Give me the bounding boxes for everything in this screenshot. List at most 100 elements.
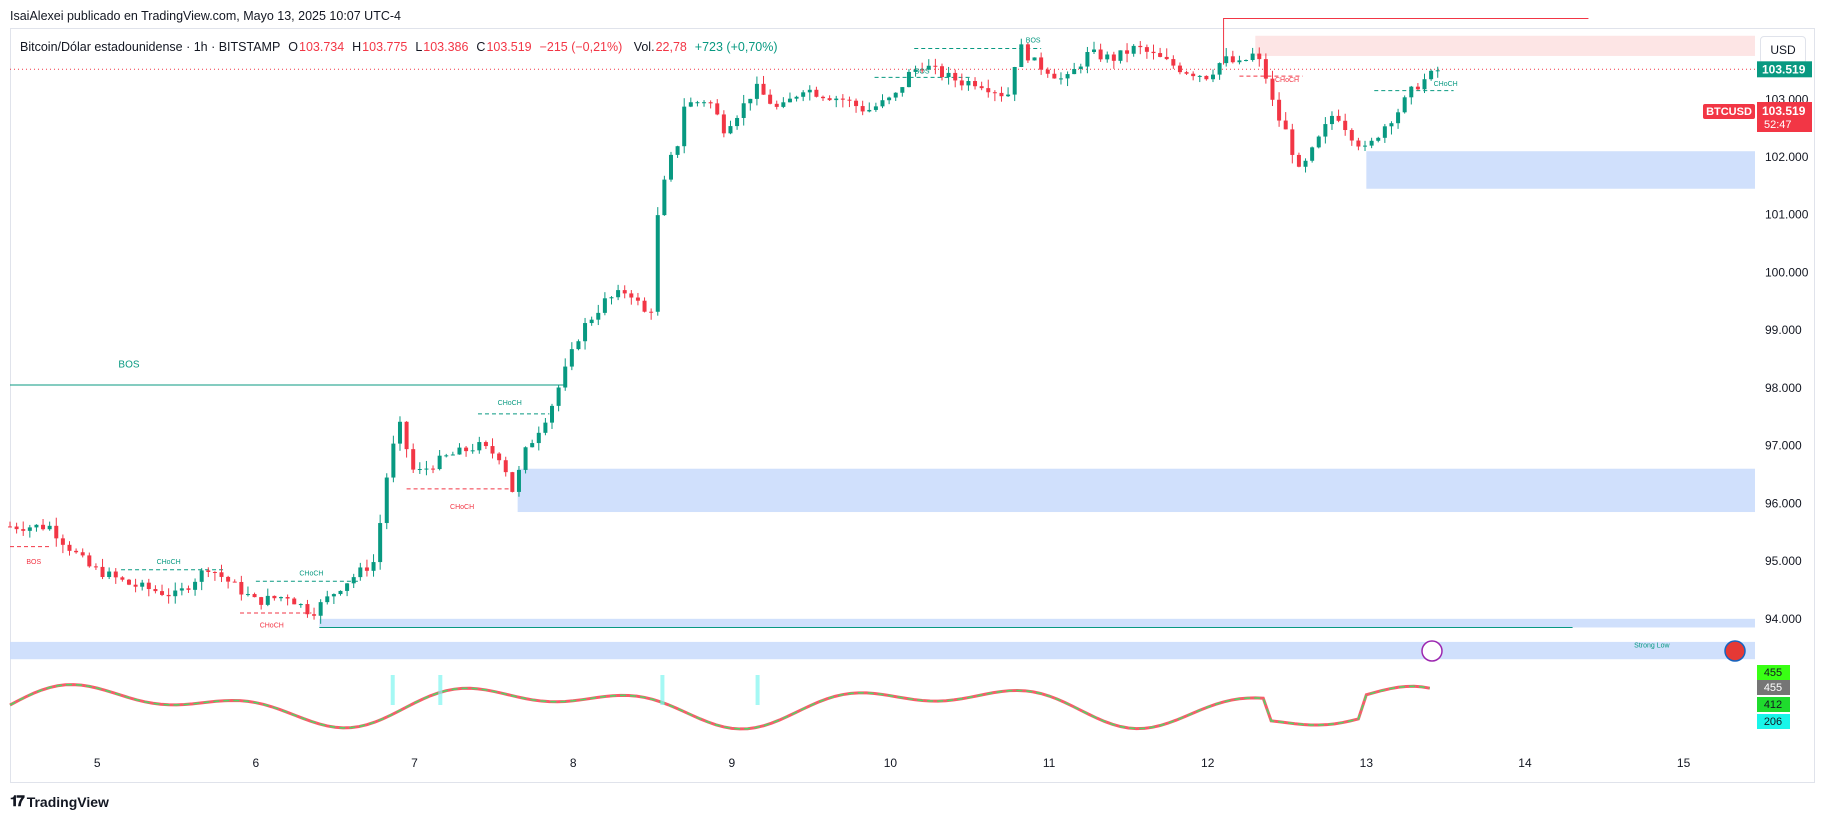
- candle: [1283, 120, 1288, 130]
- candle: [887, 97, 892, 101]
- candle: [992, 92, 997, 94]
- candle: [378, 523, 383, 563]
- x-tick-label: 10: [884, 756, 898, 770]
- tradingview-brand: TradingView: [26, 793, 109, 810]
- candle: [655, 215, 660, 312]
- candle: [1078, 66, 1083, 70]
- x-tick-label: 11: [1043, 756, 1056, 770]
- candle: [470, 450, 475, 452]
- y-tick-label: 96.000: [1765, 496, 1802, 510]
- candle: [629, 293, 634, 298]
- candle: [959, 80, 964, 86]
- candle: [1138, 45, 1143, 48]
- lightning-event-icon: [1421, 640, 1443, 662]
- candle: [754, 83, 759, 99]
- close-value: 103.519: [486, 40, 532, 54]
- candle: [622, 290, 627, 294]
- candle: [1191, 73, 1196, 77]
- tradingview-logo[interactable]: 𝟏𝟕 TradingView: [10, 793, 109, 810]
- candle: [748, 98, 753, 104]
- demand-zone: [319, 618, 1755, 628]
- candle: [358, 567, 363, 578]
- structure-label: BOS: [1026, 38, 1041, 45]
- candle: [840, 98, 845, 100]
- candle: [510, 472, 515, 492]
- candle: [41, 524, 46, 530]
- candle: [1336, 115, 1341, 121]
- candle: [854, 100, 859, 107]
- oscillator-line-bull: [9, 683, 1430, 730]
- candle: [338, 590, 343, 595]
- candle: [787, 98, 792, 103]
- candle: [67, 544, 72, 551]
- candle: [87, 555, 92, 567]
- candle: [285, 597, 290, 599]
- oscillator-tag-text: 455: [1764, 667, 1782, 679]
- candle: [1363, 145, 1368, 147]
- candle: [1204, 75, 1209, 80]
- chart-frame: [10, 28, 1815, 783]
- close-label: C: [476, 40, 486, 54]
- candle: [8, 526, 12, 528]
- oscillator-tag: [1757, 714, 1790, 729]
- candle: [74, 550, 79, 553]
- structure-label: CHoCH: [450, 504, 474, 511]
- symbol-tag-text: BTCUSD: [1706, 106, 1752, 118]
- time-axis[interactable]: 5 6 7 8 9 10 11 12 13 14 15: [94, 756, 1691, 770]
- vol-value: 22,78: [655, 40, 687, 54]
- candle: [1277, 99, 1282, 121]
- candle: [596, 312, 601, 320]
- candle: [212, 571, 217, 573]
- change-value: −215 (−0,21%): [539, 40, 623, 54]
- candle: [1164, 56, 1169, 60]
- candle: [999, 92, 1004, 97]
- candle: [821, 96, 826, 99]
- candle: [113, 571, 118, 578]
- symbol-title[interactable]: Bitcoin/Dólar estadounidense · 1h · BITS…: [20, 40, 281, 54]
- candle: [1105, 54, 1110, 60]
- candle: [100, 566, 105, 578]
- structure-label: CHoCH: [299, 571, 323, 578]
- candle: [199, 570, 204, 582]
- structure-label: CHoCH: [1434, 81, 1458, 88]
- candle: [140, 582, 145, 587]
- candle: [695, 102, 700, 104]
- candle: [563, 366, 568, 388]
- candle: [807, 89, 812, 93]
- candle: [781, 102, 786, 107]
- current-price-tag: [1757, 61, 1812, 78]
- candle: [331, 594, 336, 597]
- candle: [1303, 160, 1308, 167]
- candle: [1177, 65, 1182, 73]
- current-price-text: 103.519: [1762, 62, 1806, 76]
- candle: [1092, 49, 1097, 53]
- candle: [1389, 123, 1394, 127]
- structure-lines: [10, 17, 1755, 628]
- candle: [1382, 126, 1387, 138]
- demand-zone: [10, 641, 1755, 660]
- candle: [920, 69, 925, 71]
- candle: [1019, 44, 1024, 67]
- candle: [193, 581, 198, 590]
- y-tick-label: 101.000: [1765, 208, 1809, 222]
- candle: [437, 455, 442, 470]
- candle: [602, 298, 607, 313]
- us-flag-event-icon: [1724, 640, 1746, 662]
- publisher-credit: IsaiAlexei publicado en TradingView.com,…: [10, 9, 401, 23]
- candle: [761, 83, 766, 95]
- oscillator-signal-bar: [438, 675, 443, 705]
- candle: [265, 595, 270, 605]
- candle: [1210, 74, 1215, 80]
- candle: [179, 588, 184, 591]
- candle: [741, 103, 746, 118]
- candle: [979, 86, 984, 89]
- candle: [906, 71, 911, 88]
- candle: [27, 527, 32, 531]
- candle: [926, 65, 931, 70]
- candle: [536, 432, 541, 444]
- price-axis[interactable]: 94.000 95.000 96.000 97.000 98.000 99.000 100.…: [1765, 92, 1809, 626]
- x-tick-label: 8: [570, 756, 577, 770]
- candle: [946, 72, 951, 78]
